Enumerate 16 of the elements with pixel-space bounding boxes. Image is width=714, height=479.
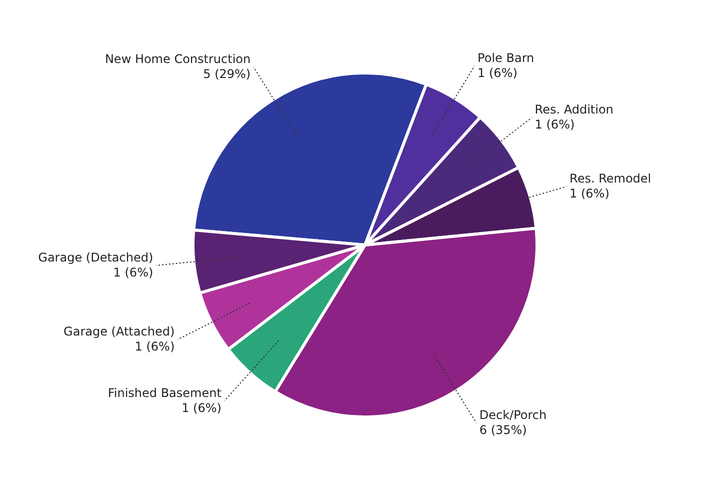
data-label: 1 (6%) — [570, 186, 610, 201]
slice-label: Finished Basement — [108, 386, 222, 400]
slice-label: Garage (Attached) — [64, 324, 175, 338]
slice-label: Pole Barn — [478, 51, 534, 66]
data-label: 1 (6%) — [134, 339, 175, 354]
slice-label: Res. Remodel — [570, 172, 652, 186]
data-label: 1 (6%) — [182, 400, 222, 415]
data-label: 1 (6%) — [113, 265, 154, 280]
slice-label: New Home Construction — [104, 52, 251, 66]
slice-label: Res. Addition — [534, 102, 614, 117]
slice-label: Deck/Porch — [479, 408, 547, 422]
data-label: 1 (6%) — [478, 66, 518, 80]
slice-label: Garage (Detached) — [38, 250, 154, 264]
data-label: 6 (35%) — [479, 422, 527, 437]
data-label: 5 (29%) — [203, 67, 251, 82]
data-label: 1 (6%) — [534, 118, 575, 132]
